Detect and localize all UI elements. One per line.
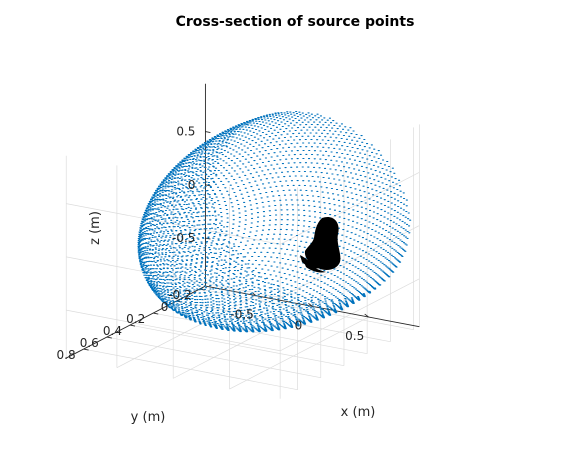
x-axis-label: x (m)	[341, 405, 376, 420]
grid-line	[116, 295, 257, 368]
y-tick-label: 0.2	[126, 312, 145, 326]
y-tick-label: 0.8	[57, 348, 76, 362]
x-tick-label: 0.5	[345, 329, 364, 343]
source-points	[137, 110, 412, 333]
source-point-markers	[137, 110, 412, 333]
y-tick-mark	[199, 288, 205, 291]
z-tick-mark	[205, 131, 211, 134]
chart-title: Cross-section of source points	[176, 14, 415, 30]
y-tick-label: 0	[161, 300, 169, 314]
y-tick-mark	[153, 312, 159, 315]
grid-line	[66, 203, 281, 245]
x-tick-label: -0.5	[230, 308, 253, 322]
grid-line	[129, 324, 345, 367]
head-neck	[300, 255, 326, 273]
y-tick-label: -0.2	[168, 288, 191, 302]
grid-line	[229, 316, 369, 390]
x-tick-mark	[364, 313, 369, 318]
z-tick-label: 0	[188, 178, 196, 192]
x-tick-labels: -0.5 0 0.5	[230, 308, 364, 343]
y-tick-mark	[106, 336, 112, 339]
z-tick-mark	[205, 237, 211, 240]
head-silhouette	[304, 216, 341, 270]
y-axis-label: y (m)	[131, 410, 166, 425]
x-tick-label: 0	[295, 318, 303, 332]
z-tick-label: 0.5	[176, 125, 195, 139]
head-model	[300, 216, 341, 273]
grid-line	[280, 278, 420, 352]
grid-line	[66, 309, 281, 352]
y-tick-labels: -0.20 0.2 0.4 0.6 0.8	[57, 288, 192, 362]
grid-line	[83, 348, 298, 391]
z-axis-label: z (m)	[88, 211, 103, 245]
y-tick-label: 0.6	[80, 336, 99, 350]
grid-line	[106, 336, 321, 379]
y-tick-mark	[83, 348, 89, 351]
y-tick-mark	[129, 324, 136, 327]
z-tick-label: -0.5	[172, 231, 195, 245]
grid-line	[153, 312, 368, 355]
y-tick-label: 0.4	[103, 324, 122, 338]
x-tick-mark	[308, 303, 313, 307]
z-tick-labels: -0.5 0 0.5	[172, 125, 195, 246]
z-tick-mark	[205, 184, 211, 187]
